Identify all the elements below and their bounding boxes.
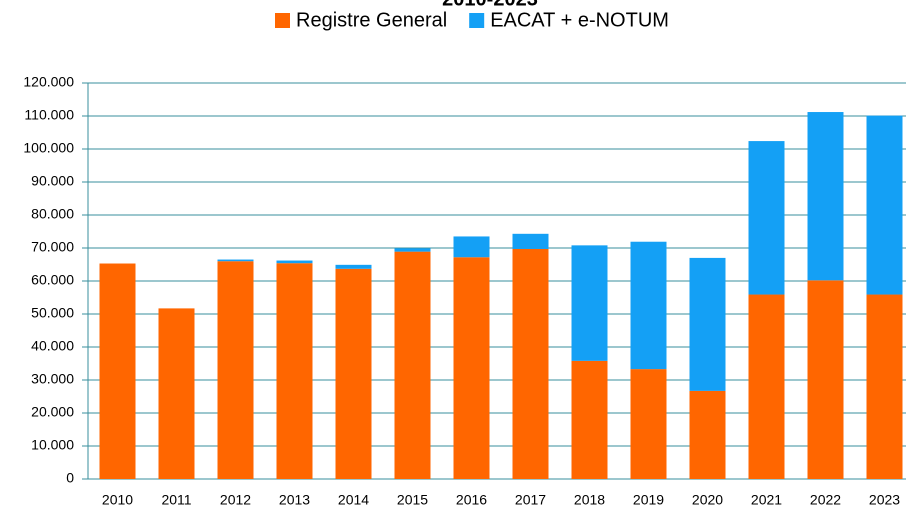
x-tick-label: 2014 (338, 492, 369, 508)
bar-segment (512, 248, 549, 479)
bar-segment (571, 360, 608, 479)
y-tick-label: 100.000 (23, 140, 74, 156)
x-tick-label: 2018 (574, 492, 605, 508)
x-tick-label: 2023 (869, 492, 900, 508)
bar-segment (630, 369, 667, 479)
legend-swatch (469, 13, 485, 28)
x-tick-label: 2019 (633, 492, 664, 508)
legend-swatch (275, 13, 290, 28)
bar-segment (689, 257, 726, 391)
y-tick-label: 40.000 (31, 338, 74, 354)
bar-segment (748, 141, 785, 295)
y-tick-label: 80.000 (31, 206, 74, 222)
y-tick-label: 90.000 (31, 173, 74, 189)
legend-label: EACAT + e-NOTUM (490, 9, 669, 31)
legend-label: Registre General (296, 9, 447, 31)
y-tick-label: 50.000 (31, 305, 74, 321)
bar-segment (217, 261, 254, 479)
bar-segment (99, 263, 136, 479)
x-tick-label: 2013 (279, 492, 310, 508)
bar-segment (276, 260, 313, 264)
legend: Registre General EACAT + e-NOTUM (275, 9, 669, 31)
x-tick-label: 2010 (102, 492, 133, 508)
x-tick-label: 2017 (515, 492, 546, 508)
bar-segment (394, 248, 431, 252)
bar-segment (512, 233, 549, 249)
bar-segment (807, 112, 844, 281)
x-tick-label: 2011 (161, 492, 191, 508)
x-tick-label: 2016 (456, 492, 487, 508)
y-tick-label: 10.000 (31, 437, 74, 453)
y-tick-label: 60.000 (31, 272, 74, 288)
bar-segment (453, 257, 490, 479)
bar-segment (866, 294, 903, 479)
x-tick-label: 2022 (810, 492, 841, 508)
bar-segment (335, 268, 372, 479)
bar-segment (158, 308, 195, 479)
chart-title: 2010-2023 (442, 0, 538, 10)
y-tick-label: 110.000 (24, 107, 74, 123)
bar-segment (276, 263, 313, 479)
bar-segment (689, 390, 726, 479)
bar-segment (453, 236, 490, 258)
bar-segment (807, 280, 844, 479)
y-tick-label: 70.000 (31, 239, 74, 255)
y-tick-label: 30.000 (31, 371, 74, 387)
bar-segment (866, 115, 903, 295)
y-tick-label: 120.000 (23, 74, 74, 90)
x-tick-label: 2020 (692, 492, 723, 508)
x-tick-label: 2021 (751, 492, 782, 508)
bar-segment (571, 245, 608, 361)
x-tick-label: 2015 (397, 492, 428, 508)
y-tick-label: 0 (66, 470, 74, 486)
bar-segment (335, 264, 372, 269)
bar-segment (394, 251, 431, 479)
bar-segment (217, 259, 254, 262)
x-tick-label: 2012 (220, 492, 251, 508)
bar-segment (630, 241, 667, 370)
bar-segment (748, 294, 785, 479)
y-tick-label: 20.000 (31, 404, 74, 420)
